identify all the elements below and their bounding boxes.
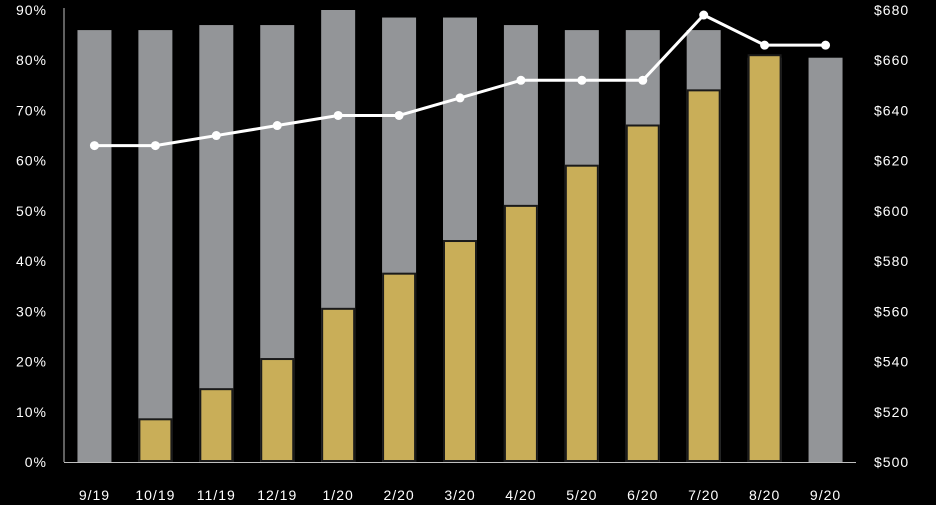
right-tick-label: $680 — [874, 2, 909, 18]
total-bar-10-19 — [138, 30, 173, 462]
x-tick-label: 5/20 — [566, 487, 597, 503]
x-axis-ticks: 9/19 10/19 11/19 12/19 1/20 2/20 3/20 4/20 5/20 6… — [79, 487, 841, 503]
filled-bar-8-20 — [747, 54, 782, 462]
price-point-11-19 — [211, 131, 221, 141]
price-point-1-20 — [333, 110, 343, 120]
right-tick-label: $500 — [874, 454, 909, 470]
x-tick-label: 9/19 — [79, 487, 110, 503]
right-tick-label: $640 — [874, 102, 909, 118]
filled-bar-4-20 — [503, 204, 538, 462]
filled-bar-1-20 — [321, 307, 356, 463]
filled-bar-12-19 — [260, 358, 295, 462]
price-line — [89, 10, 831, 151]
price-point-10-19 — [150, 141, 160, 151]
total-bar-9-20 — [808, 57, 843, 462]
left-tick-label: 40% — [16, 253, 47, 269]
x-tick-label: 11/19 — [197, 487, 236, 503]
filled-bar-2-20 — [382, 272, 417, 462]
x-tick-label: 2/20 — [383, 487, 414, 503]
left-tick-label: 10% — [16, 404, 47, 420]
x-tick-label: 7/20 — [688, 487, 719, 503]
left-tick-label: 50% — [16, 203, 47, 219]
left-tick-label: 20% — [16, 354, 47, 370]
axes — [63, 8, 856, 463]
price-point-4-20 — [516, 75, 526, 85]
x-tick-label: 3/20 — [444, 487, 475, 503]
x-tick-label: 8/20 — [749, 487, 780, 503]
right-tick-label: $660 — [874, 52, 909, 68]
x-tick-label: 1/20 — [323, 487, 354, 503]
filled-bar-11-19 — [199, 388, 234, 462]
left-tick-label: 60% — [16, 153, 47, 169]
x-tick-label: 6/20 — [627, 487, 658, 503]
left-tick-label: 90% — [16, 2, 47, 18]
x-tick-label: 4/20 — [505, 487, 536, 503]
left-tick-label: 80% — [16, 52, 47, 68]
right-tick-label: $620 — [874, 153, 909, 169]
left-tick-label: 30% — [16, 303, 47, 319]
x-tick-label: 10/19 — [135, 487, 175, 503]
filled-bar-5-20 — [564, 164, 599, 462]
right-tick-label: $600 — [874, 203, 909, 219]
left-axis-ticks: 0% 10% 20% 30% 40% 50% 60% 70% 80% 90% — [16, 2, 47, 470]
right-tick-label: $520 — [874, 404, 909, 420]
x-tick-label: 12/19 — [257, 487, 297, 503]
right-tick-label: $580 — [874, 253, 909, 269]
filled-bar-3-20 — [443, 240, 477, 462]
price-point-5-20 — [577, 75, 587, 85]
x-tick-label: 9/20 — [810, 487, 841, 503]
total-bar-9-19 — [77, 30, 112, 462]
filled-bars — [138, 54, 782, 463]
filled-bar-7-20 — [686, 89, 721, 462]
price-point-9-19 — [89, 141, 99, 151]
left-tick-label: 70% — [16, 102, 47, 118]
price-point-8-20 — [760, 40, 770, 50]
filled-bar-6-20 — [625, 124, 660, 462]
right-tick-label: $560 — [874, 303, 909, 319]
left-tick-label: 0% — [25, 454, 47, 470]
filled-bar-10-19 — [138, 418, 173, 462]
price-point-9-20 — [821, 40, 831, 50]
right-axis-ticks: $500 $520 $540 $560 $580 $600 $620 $640 $660 $680 — [874, 2, 909, 470]
price-point-12-19 — [272, 121, 282, 131]
price-point-6-20 — [638, 75, 648, 85]
price-point-3-20 — [455, 93, 465, 103]
right-tick-label: $540 — [874, 354, 909, 370]
price-point-7-20 — [699, 10, 709, 20]
price-point-2-20 — [394, 110, 404, 120]
